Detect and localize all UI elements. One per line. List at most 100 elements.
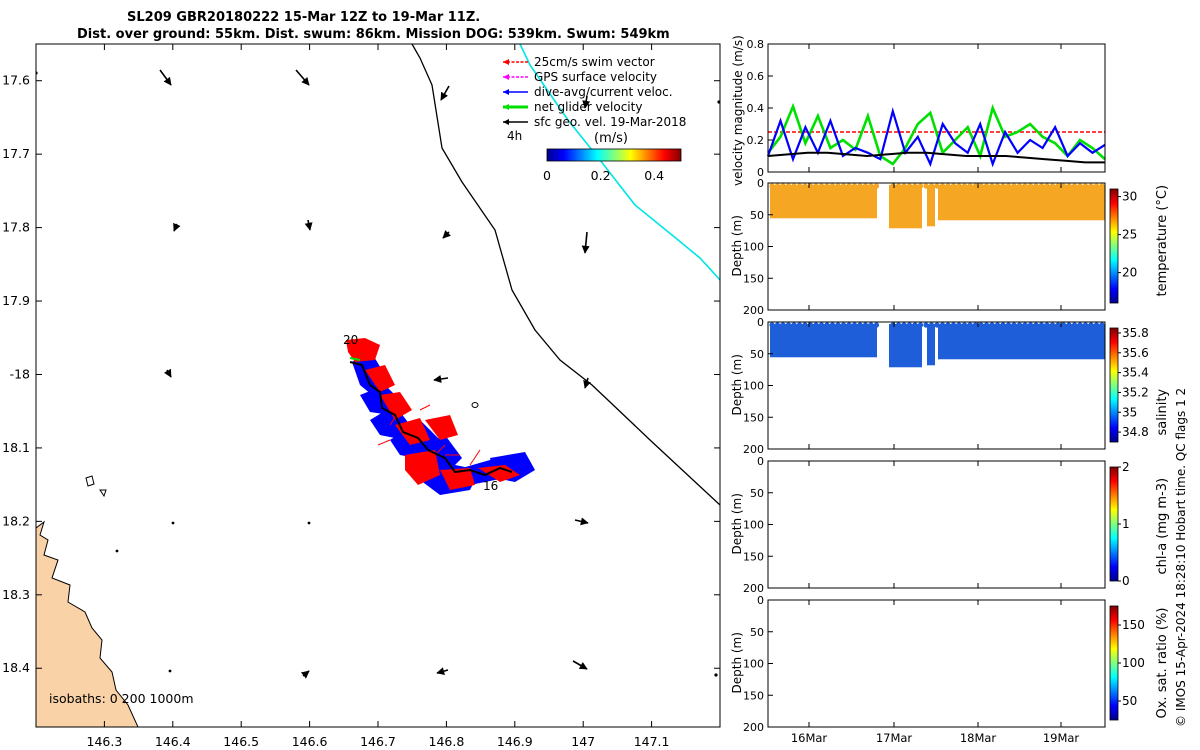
temperature-data-block [770,185,877,219]
swim-arrow [469,449,481,466]
salinity-surface-dot [774,322,781,328]
temperature-surface-dot [950,183,957,189]
geo-arrow [295,69,310,86]
salinity-colorbar [1109,327,1119,443]
chlorophyll-panel: 0 50 100 150 200 Depth (m) 2 1 0 chl-a (mg m-3) [730,455,1170,595]
depth-y-tick-label: 150 [743,550,764,563]
salinity-colorbar-tick-label: 34.8 [1122,425,1149,439]
chlorophyll-colorbar-tick-label: 1 [1122,517,1130,531]
salinity-surface-dot [1071,322,1078,328]
salinity-surface-dot [862,322,869,328]
time-label: 4h [507,129,522,143]
velocity-y-tick-label: 0.4 [747,102,765,115]
geo-arrow [440,85,450,101]
speed-colorbar-tick: 0.2 [591,168,611,183]
oxygen-axes-frame [767,599,1106,728]
oxygen-colorbar-tick-label: 50 [1122,694,1137,708]
temperature-surface-dot [835,183,841,189]
temperature-surface-dot [1082,183,1089,189]
legend-label: 25cm/s swim vector [534,55,655,69]
depth-ylabel: Depth (m) [730,632,744,693]
oxygen-colorbar-label: Ox. sat. ratio (%) [1155,608,1170,719]
velocity-y-tick-label: 0.6 [747,70,765,83]
temperature-surface-dot [961,183,968,189]
swim-vector-patches [346,338,520,490]
salinity-surface-dot [818,322,825,328]
salinity-surface-dot [829,322,836,328]
geo-arrow [581,231,590,254]
velocity-y-tick-label: 0.2 [747,134,765,147]
chlorophyll-axes-frame [767,460,1106,589]
salinity-surface-dot [972,322,979,328]
depth-y-tick-label: 0 [757,177,764,190]
temperature-surface-dot [1016,183,1023,189]
temperature-data-block [927,185,935,227]
salinity-surface-dot [1093,322,1100,328]
map-y-tick-label: 18.3 [2,587,30,602]
depth-ylabel: Depth (m) [730,493,744,554]
temperature-surface-dot [989,183,995,189]
salinity-surface-dot [928,322,935,328]
temperature-surface-dot [1055,183,1061,189]
salinity-surface-dot [923,322,929,328]
depth-y-tick-label: 0 [757,316,764,329]
salinity-data-block [889,324,922,368]
swim-arrow [429,444,446,461]
depth-y-tick-label: 100 [743,380,764,393]
temperature-data-block [938,185,1105,221]
speed-colorbar [546,148,682,162]
map-y-tick-label: 18.1 [2,440,30,455]
salinity-surface-dot [791,322,797,328]
salinity-data-block [938,324,1105,360]
chlorophyll-colorbar-label: chl-a (mg m-3) [1155,478,1170,575]
legend-label: dive-avg/current veloc. [534,85,673,99]
salinity-surface-dot [1082,322,1089,328]
velocity-ylabel: velocity magnitude (m/s) [731,35,745,186]
temperature-surface-dot [1093,183,1100,189]
salinity-surface-dot [978,322,984,328]
map-y-tick-label: 18.2 [2,513,30,528]
figure-title-line1: SL209 GBR20180222 15-Mar 12Z to 19-Mar 1… [127,10,481,25]
oxygen-colorbar [1109,605,1119,721]
map-x-tick-label: 147.1 [634,734,670,749]
temperature-surface-dot [1033,183,1039,189]
depth-y-tick-label: 200 [743,721,764,734]
geo-dot [717,100,720,104]
salinity-surface-dot [1005,322,1012,328]
temperature-surface-dot [917,183,924,189]
map-x-tick-label: 146.6 [292,734,328,749]
depth-ylabel: Depth (m) [730,215,744,276]
depth-y-tick-label: 0 [757,455,764,468]
swim-vector-arrows [377,404,481,466]
temperature-surface-dot [945,183,951,189]
salinity-surface-dot [1000,322,1006,328]
temperature-panel: 0 50 100 150 200 Depth (m) 30 25 20 temperature (… [730,177,1170,317]
salinity-surface-dot [989,322,995,328]
salinity-surface-dot [1049,322,1056,328]
salinity-surface-dot [1060,322,1067,328]
salinity-surface-dot [906,322,913,328]
geo-arrow [574,517,589,526]
salinity-surface-dot [1016,322,1023,328]
temperature-surface-dot [1038,183,1045,189]
geo-arrow [583,377,591,389]
depth-y-tick-label: 50 [750,626,764,639]
temperature-colorbar-tick-label: 25 [1122,228,1137,242]
temperature-surface-dot [906,183,913,189]
depth-y-tick-label: 100 [743,658,764,671]
legend-arrowhead [503,59,509,65]
salinity-surface-dot [835,322,841,328]
temperature-surface-dot [1005,183,1012,189]
salinity-colorbar-tick-label: 35.8 [1122,326,1149,340]
chlorophyll-colorbar [1109,466,1119,582]
salinity-surface-dots [769,322,1105,328]
salinity-surface-dot [917,322,924,328]
legend-arrowhead [503,89,509,95]
temperature-surface-dot [785,183,792,189]
map-y-tick-label: 17.8 [2,220,30,235]
legend-arrowhead [503,104,509,110]
temperature-data-block [889,185,922,229]
temperature-colorbar-label: temperature (°C) [1155,185,1170,297]
salinity-surface-dot [939,322,946,328]
